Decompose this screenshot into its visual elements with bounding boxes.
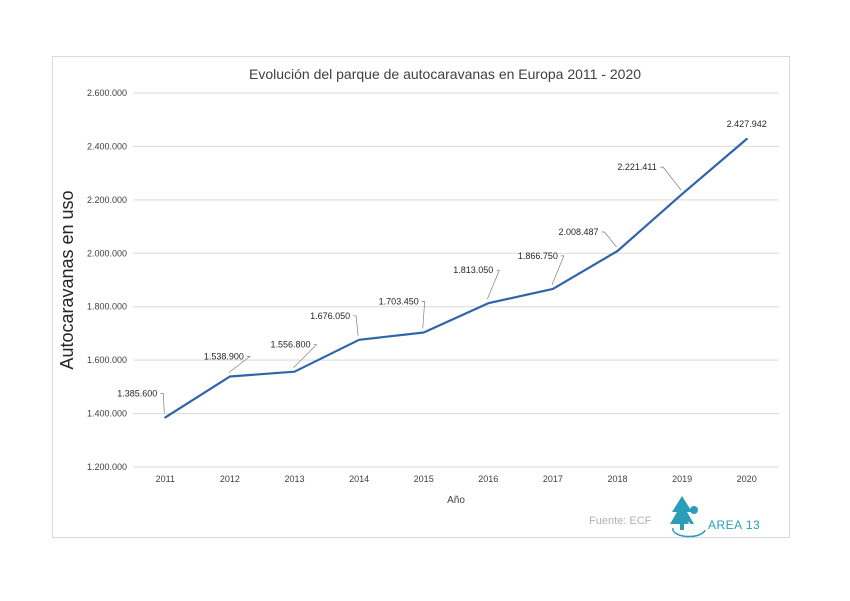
area13-logo: AREA 13 [670, 496, 760, 538]
logo-text: AREA 13 [708, 518, 760, 532]
data-label: 1.703.450 [379, 297, 419, 307]
y-tick-label: 1.400.000 [87, 409, 127, 419]
x-tick-label: 2013 [284, 474, 304, 484]
data-label-leader [293, 344, 318, 368]
source-text: Fuente: ECF [589, 515, 652, 527]
tree-logo-icon [670, 496, 706, 538]
x-tick-labels: 2011 2012 2013 2014 2015 2016 2017 2018 2019 2020 [156, 474, 757, 484]
y-tick-label: 2.600.000 [87, 88, 127, 98]
data-label: 1.676.050 [310, 311, 350, 321]
x-tick-label: 2014 [349, 474, 369, 484]
data-label-leaders [160, 166, 682, 414]
data-label-leader [551, 255, 565, 286]
y-tick-label: 2.000.000 [87, 248, 127, 258]
data-label: 2.221.411 [617, 162, 656, 172]
x-tick-label: 2016 [478, 474, 498, 484]
chart-title: Evolución del parque de autocaravanas en… [249, 66, 641, 82]
data-label: 1.385.600 [117, 388, 157, 398]
y-tick-label: 2.400.000 [87, 141, 127, 151]
data-label: 1.866.750 [518, 251, 558, 261]
x-tick-label: 2015 [414, 474, 434, 484]
data-label: 1.538.900 [204, 351, 244, 361]
gridlines [133, 92, 779, 468]
y-tick-label: 1.600.000 [87, 355, 127, 365]
data-label-leader [353, 315, 359, 336]
data-label-leader [160, 393, 165, 414]
x-tick-label: 2019 [672, 474, 692, 484]
y-tick-label: 1.800.000 [87, 302, 127, 312]
y-tick-label: 2.200.000 [87, 195, 127, 205]
x-tick-label: 2020 [737, 474, 757, 484]
series-line [164, 137, 748, 419]
y-tick-labels: 1.200.000 1.400.000 1.600.000 1.800.000 2.00… [87, 88, 127, 472]
data-label: 1.813.050 [453, 265, 493, 275]
data-label-leader [660, 166, 682, 191]
data-label-leader [421, 301, 426, 329]
data-labels: 1.385.600 1.538.900 1.556.800 1.676.050 1.70… [117, 119, 766, 398]
x-tick-label: 2012 [220, 474, 240, 484]
data-label-leader [228, 356, 251, 373]
y-tick-label: 1.200.000 [87, 462, 127, 472]
data-label: 2.427.942 [727, 119, 767, 129]
x-tick-label: 2018 [607, 474, 627, 484]
chart-frame [52, 56, 790, 538]
x-tick-label: 2017 [543, 474, 563, 484]
x-axis-title: Año [447, 495, 465, 506]
data-label-leader [601, 231, 617, 248]
data-label: 1.556.800 [270, 340, 310, 350]
x-tick-label: 2011 [156, 474, 175, 484]
y-axis-title: Autocaravanas en uso [57, 190, 77, 369]
series-layer [164, 137, 748, 419]
data-label: 2.008.487 [558, 227, 598, 237]
data-label-leader [486, 269, 500, 300]
